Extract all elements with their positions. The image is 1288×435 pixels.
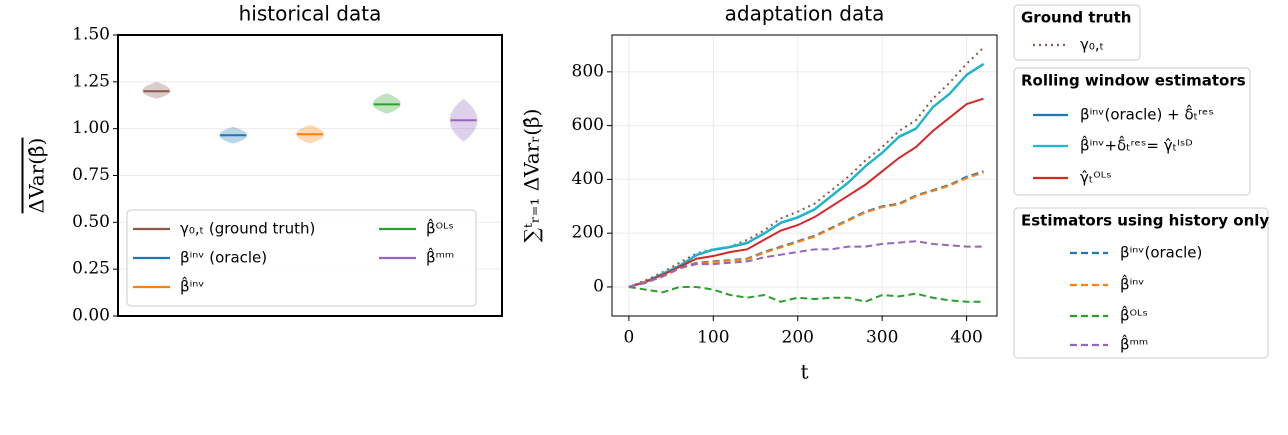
y-tick-label: 0 xyxy=(593,276,604,296)
y-tick-label: 600 xyxy=(572,115,604,135)
x-tick-label: 100 xyxy=(697,328,729,348)
x-axis-label: t xyxy=(800,360,808,384)
axes-frame xyxy=(117,34,503,317)
y-tick-label: 0.25 xyxy=(72,259,110,279)
y-tick-label: 1.25 xyxy=(72,71,110,91)
legend-label: γ̂ₜᴼᴸˢ xyxy=(1080,169,1112,187)
y-axis-label: ∑ᵗᵣ₌₁ ΔVarᵣ(β̂) xyxy=(520,109,544,243)
y-axis-label: ΔVar(β̂) xyxy=(25,138,49,214)
legend-title: Estimators using history only xyxy=(1021,212,1269,230)
legend-box xyxy=(1013,4,1141,61)
legend-label: β̂ⁱⁿᵛ xyxy=(1120,274,1145,294)
x-tick-label: 0 xyxy=(623,328,634,348)
legend-label: β̂ᴼᴸˢ xyxy=(1120,305,1148,325)
legend-box xyxy=(126,209,477,307)
legend-label: βⁱⁿᵛ(oracle) + δ̂ₜʳᵉˢ xyxy=(1080,104,1214,124)
legend-box xyxy=(1013,67,1251,196)
y-tick-label: 1.00 xyxy=(72,118,110,138)
legend-label: βⁱⁿᵛ(oracle) xyxy=(1120,244,1202,262)
y-tick-label: 0.50 xyxy=(72,212,110,232)
axes-frame xyxy=(611,34,998,317)
data-line xyxy=(628,97,984,288)
legend-label: β̂ᵐᵐ xyxy=(1120,334,1148,354)
legend-label: γ₀,ₜ (ground truth) xyxy=(180,220,315,238)
y-tick-label: 1.50 xyxy=(72,25,110,45)
legend-title: Ground truth xyxy=(1021,9,1131,27)
legend-label: β̂ⁱⁿᵛ xyxy=(180,276,205,296)
y-tick-label: 800 xyxy=(572,61,604,81)
data-line xyxy=(628,285,984,303)
y-tick-label: 0.00 xyxy=(72,306,110,326)
x-tick-label: 200 xyxy=(782,328,814,348)
data-line xyxy=(628,171,984,288)
legend-title: Rolling window estimators xyxy=(1021,72,1246,90)
chart-title: historical data xyxy=(239,2,382,26)
y-tick-label: 400 xyxy=(572,169,604,189)
y-tick-label: 0.75 xyxy=(72,165,110,185)
x-tick-label: 400 xyxy=(950,328,982,348)
data-line xyxy=(628,63,985,288)
data-line xyxy=(628,240,984,288)
x-tick-label: 300 xyxy=(866,328,898,348)
y-tick-label: 200 xyxy=(572,223,604,243)
data-line xyxy=(628,170,984,288)
legend-label: β̂ⁱⁿᵛ+δ̂ₜʳᵉˢ= γ̂ₜᴵˢᴰ xyxy=(1080,135,1193,155)
chart-title: adaptation data xyxy=(725,2,885,26)
legend-box xyxy=(1013,207,1269,359)
legend-label: β̂ᵐᵐ xyxy=(426,247,454,267)
legend-label: γ₀,ₜ xyxy=(1080,36,1104,54)
legend-label: βⁱⁿᵛ (oracle) xyxy=(180,249,267,267)
data-line xyxy=(628,62,985,288)
legend-label: β̂ᴼᴸˢ xyxy=(426,218,454,238)
